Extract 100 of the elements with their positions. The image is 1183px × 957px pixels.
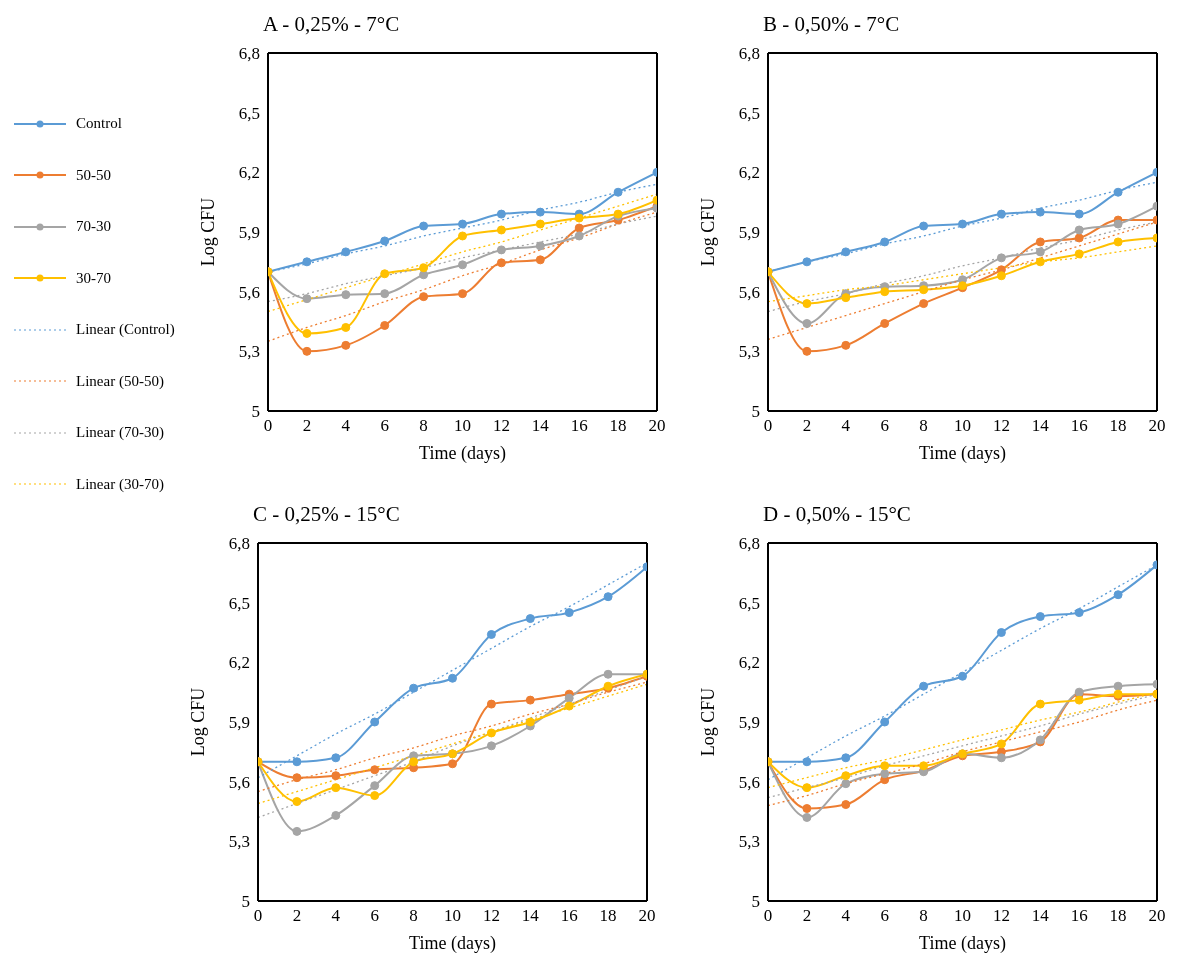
- point: [802, 346, 812, 356]
- point: [380, 236, 390, 246]
- point: [380, 289, 390, 299]
- y-tick-label: 5,6: [738, 772, 760, 792]
- point: [419, 292, 429, 302]
- point: [302, 257, 312, 267]
- point: [880, 761, 890, 771]
- point: [370, 791, 380, 801]
- x-tick-label: 16: [1070, 416, 1088, 436]
- point: [525, 695, 535, 705]
- x-tick-label: 10: [454, 416, 471, 436]
- point: [564, 693, 574, 703]
- point: [841, 247, 851, 257]
- x-tick-label: 12: [992, 416, 1010, 436]
- point: [302, 346, 312, 356]
- point: [525, 717, 535, 727]
- point: [496, 225, 506, 235]
- chart-title: D - 0,50% - 15°C: [763, 502, 911, 527]
- point: [841, 771, 851, 781]
- x-axis-title: Time (days): [409, 933, 496, 954]
- y-tick-label: 6,5: [738, 103, 760, 123]
- point: [341, 290, 351, 300]
- x-tick-label: 0: [763, 416, 773, 436]
- point: [1035, 699, 1045, 709]
- y-tick-label: 5,3: [238, 342, 260, 362]
- x-tick-label: 10: [444, 906, 461, 926]
- x-tick-label: 4: [331, 906, 341, 926]
- y-tick-label: 5,9: [228, 713, 250, 733]
- point: [802, 783, 812, 793]
- x-tick-label: 12: [482, 906, 500, 926]
- point: [458, 260, 467, 270]
- point: [535, 241, 545, 251]
- y-tick-label: 6,5: [738, 593, 760, 613]
- point: [448, 759, 457, 769]
- point: [564, 608, 574, 618]
- point: [458, 289, 467, 299]
- point: [370, 717, 380, 727]
- x-tick-label: 2: [302, 416, 312, 436]
- point: [535, 219, 545, 229]
- point: [1113, 219, 1123, 229]
- point: [486, 629, 496, 639]
- point: [1074, 225, 1084, 235]
- y-tick-label: 5,3: [738, 342, 760, 362]
- x-tick-label: 4: [841, 416, 851, 436]
- point: [341, 322, 351, 332]
- point: [996, 753, 1006, 763]
- point: [564, 701, 574, 711]
- y-axis-title: Log CFU: [188, 687, 209, 757]
- point: [409, 683, 419, 693]
- point: [292, 773, 302, 783]
- point: [331, 771, 341, 781]
- point: [448, 673, 457, 683]
- point: [996, 209, 1006, 219]
- x-axis-title: Time (days): [919, 443, 1006, 464]
- point: [919, 285, 929, 295]
- x-tick-label: 6: [370, 906, 379, 926]
- x-tick-label: 16: [570, 416, 588, 436]
- point: [535, 207, 545, 217]
- point: [341, 340, 351, 350]
- legend-label: Linear (Control): [76, 321, 175, 339]
- point: [1074, 695, 1084, 705]
- point: [802, 804, 812, 814]
- x-tick-label: 14: [1031, 906, 1050, 926]
- point: [802, 812, 812, 822]
- x-tick-label: 20: [1148, 416, 1166, 436]
- x-tick-label: 18: [609, 416, 627, 436]
- point: [370, 781, 380, 791]
- x-tick-label: 10: [954, 906, 971, 926]
- point: [1113, 237, 1123, 247]
- point: [880, 769, 890, 779]
- point: [419, 270, 429, 280]
- legend-label: Linear (50-50): [76, 372, 164, 390]
- point: [958, 671, 967, 681]
- x-tick-label: 6: [380, 416, 389, 436]
- point: [486, 728, 496, 738]
- point: [574, 231, 584, 241]
- point: [802, 757, 812, 767]
- x-tick-label: 0: [263, 416, 273, 436]
- x-tick-label: 18: [1109, 416, 1127, 436]
- y-tick-label: 6,8: [238, 44, 260, 64]
- point: [292, 826, 302, 836]
- x-tick-label: 20: [638, 906, 656, 926]
- y-tick-label: 5,6: [228, 772, 250, 792]
- point: [1074, 249, 1084, 259]
- point: [1074, 233, 1084, 243]
- point: [996, 253, 1006, 263]
- point: [880, 318, 890, 328]
- x-tick-label: 16: [560, 906, 578, 926]
- point: [1035, 207, 1045, 217]
- y-tick-label: 5,6: [738, 282, 760, 302]
- point: [880, 287, 890, 297]
- x-tick-label: 18: [599, 906, 617, 926]
- x-tick-label: 2: [802, 906, 812, 926]
- point: [802, 318, 812, 328]
- point: [341, 247, 351, 257]
- x-tick-label: 8: [419, 416, 428, 436]
- x-tick-label: 8: [919, 906, 928, 926]
- x-tick-label: 8: [919, 416, 928, 436]
- y-tick-label: 6,2: [738, 653, 760, 673]
- point: [419, 263, 429, 273]
